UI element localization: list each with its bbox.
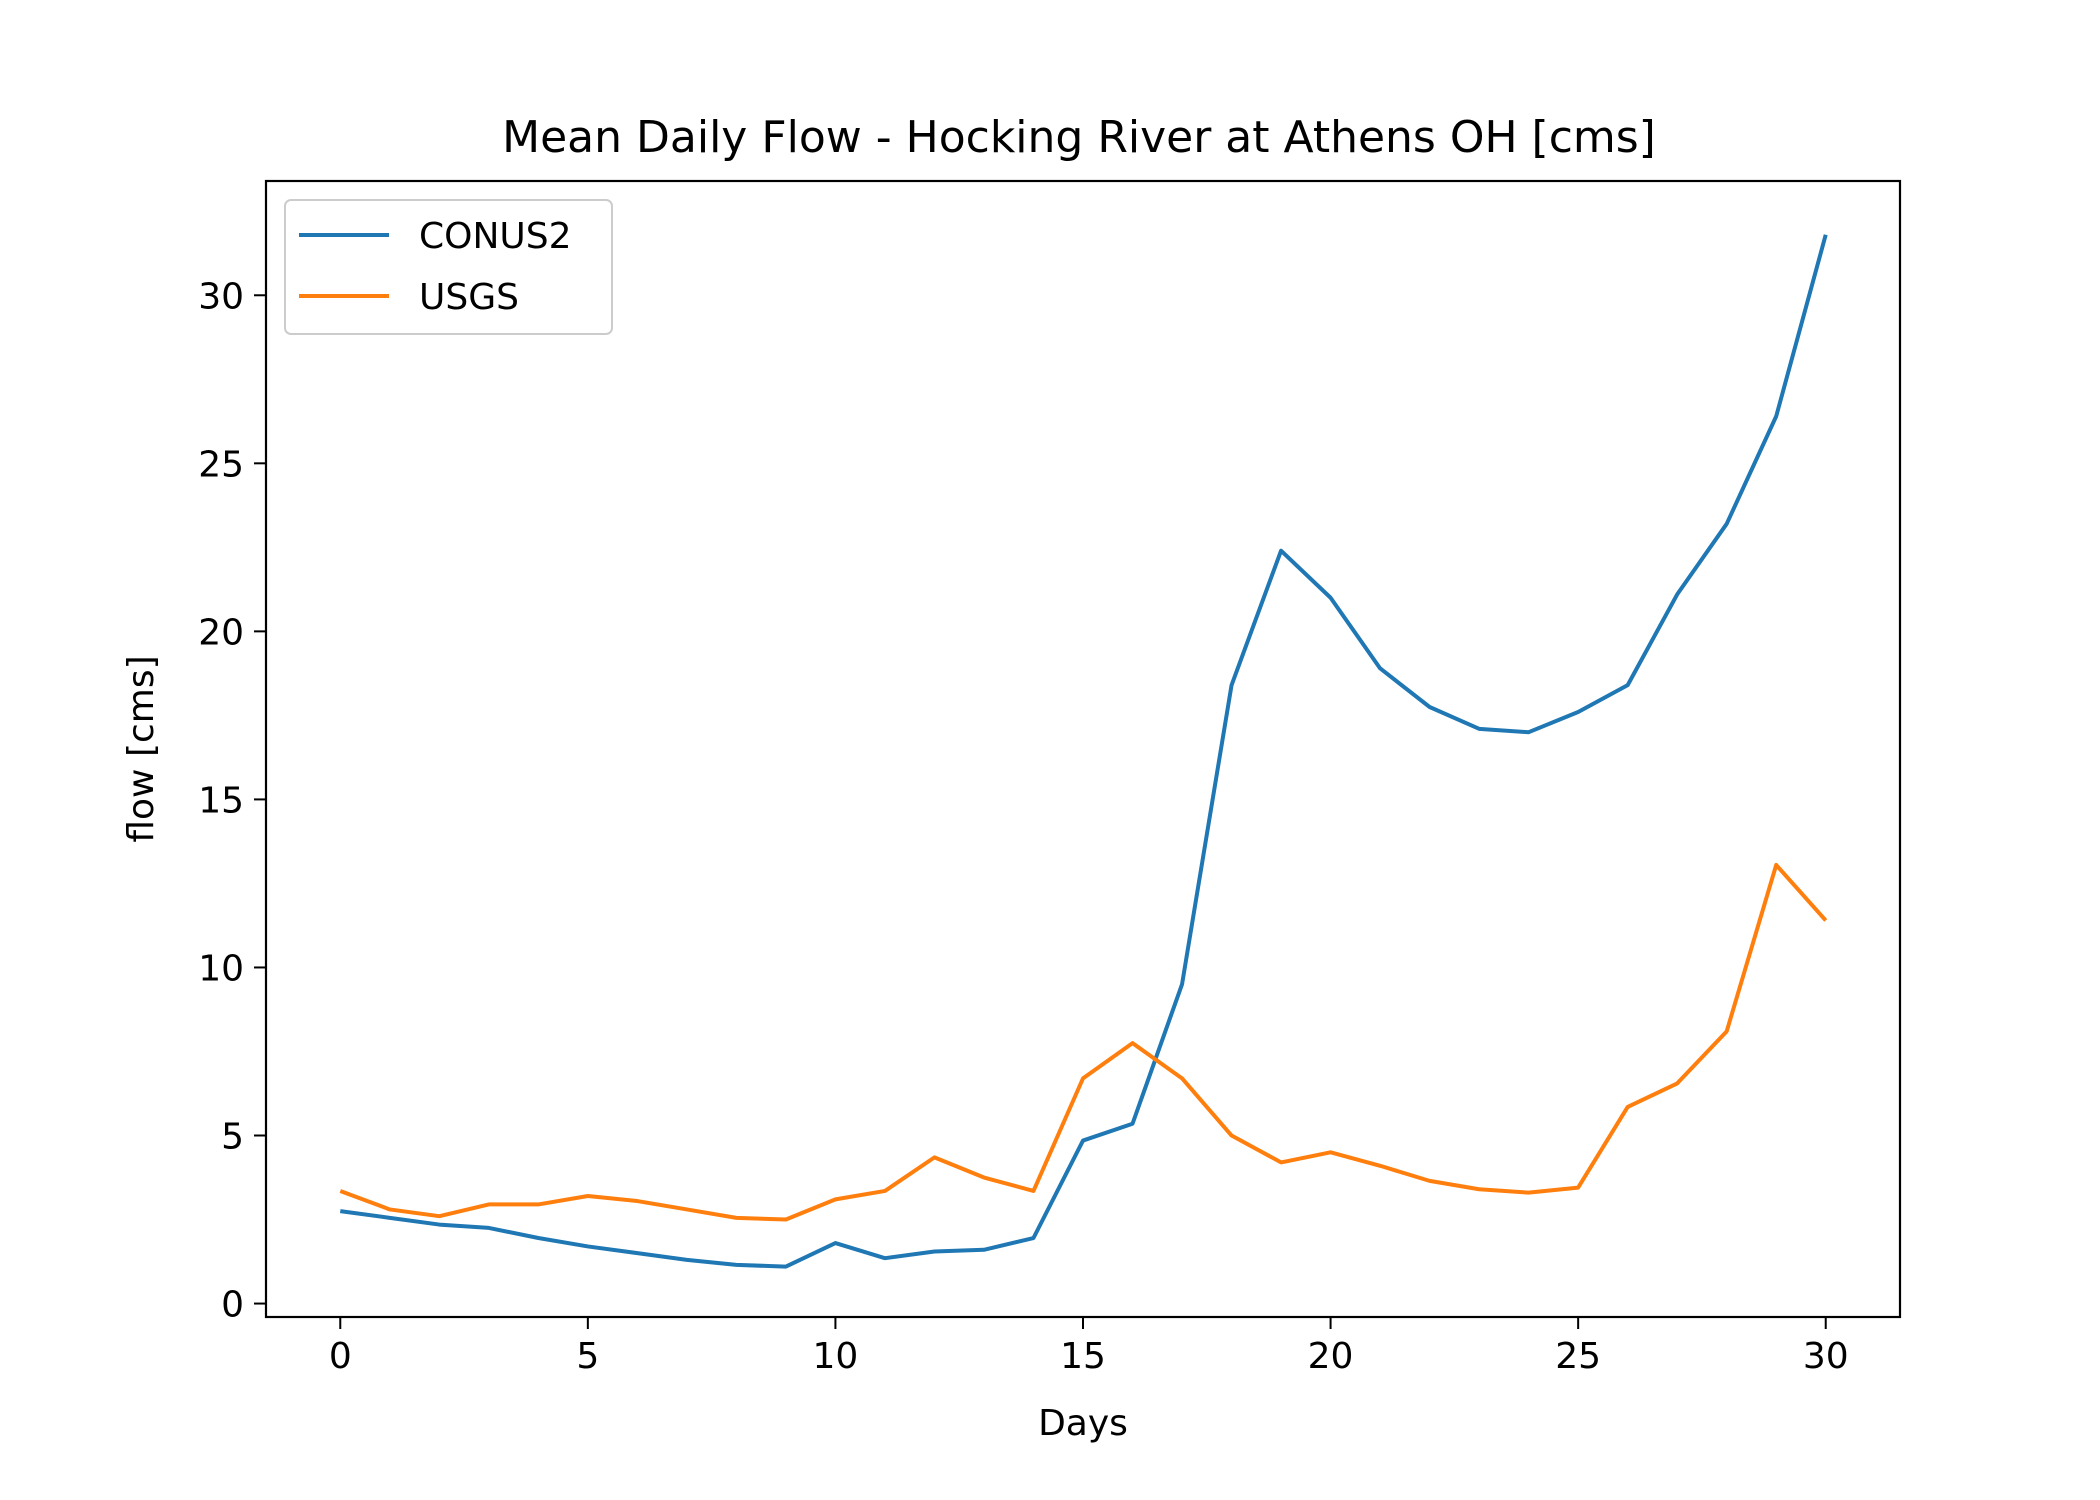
y-tick-label-25: 25 [198, 444, 244, 485]
series-line-usgs [339, 862, 1828, 1222]
y-tick-label-15: 15 [198, 780, 244, 821]
series-line-conus2 [340, 234, 1828, 1269]
y-tick-label-20: 20 [198, 612, 244, 653]
legend-label-conus2: CONUS2 [419, 216, 572, 257]
y-axis: 0 5 10 15 20 25 30 [198, 276, 266, 1326]
x-axis: 0 5 10 15 20 25 30 [329, 1317, 1849, 1377]
x-tick-label-0: 0 [329, 1336, 352, 1377]
y-tick-label-0: 0 [221, 1285, 244, 1326]
y-tick-label-10: 10 [198, 948, 244, 989]
y-tick-label-5: 5 [221, 1117, 244, 1158]
legend-label-usgs: USGS [419, 277, 519, 318]
x-tick-label-10: 10 [813, 1336, 859, 1377]
x-axis-label: Days [1038, 1403, 1128, 1444]
x-tick-label-30: 30 [1803, 1336, 1849, 1377]
y-axis-label: flow [cms] [121, 655, 162, 842]
x-tick-label-20: 20 [1308, 1336, 1354, 1377]
series-layer [339, 234, 1828, 1269]
y-tick-label-30: 30 [198, 276, 244, 317]
legend: CONUS2 USGS [284, 199, 613, 335]
x-tick-label-5: 5 [576, 1336, 599, 1377]
chart-title: Mean Daily Flow - Hocking River at Athen… [502, 112, 1656, 163]
x-tick-label-15: 15 [1060, 1336, 1106, 1377]
x-tick-label-25: 25 [1555, 1336, 1601, 1377]
